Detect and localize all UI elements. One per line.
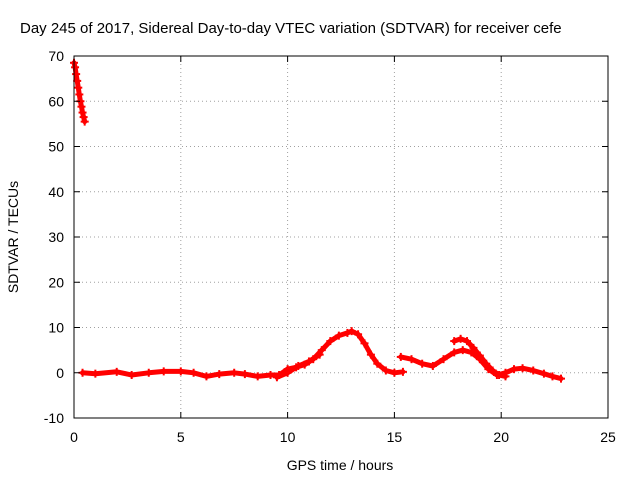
data-point xyxy=(71,63,80,72)
data-point xyxy=(144,368,153,377)
data-point xyxy=(373,359,382,368)
data-point xyxy=(396,352,405,361)
data-point xyxy=(501,372,510,381)
data-point xyxy=(215,370,224,379)
series-segment-3 xyxy=(396,346,566,383)
data-point xyxy=(360,339,369,348)
data-point xyxy=(73,76,82,85)
data-point xyxy=(407,355,416,364)
data-point xyxy=(80,117,89,126)
axes: 0 5 10 15 20 25 -10 0 10 20 30 40 50 60 70 xyxy=(44,48,616,445)
data-point xyxy=(518,364,527,373)
y-tick-label: 70 xyxy=(48,48,64,64)
plot-series xyxy=(70,58,566,383)
data-point xyxy=(127,371,136,380)
data-point xyxy=(428,361,437,370)
data-point xyxy=(456,334,465,343)
data-point xyxy=(557,374,566,383)
y-tick-label: -10 xyxy=(44,410,64,426)
data-point xyxy=(469,343,478,352)
data-point xyxy=(326,337,335,346)
x-tick-label: 10 xyxy=(280,429,296,445)
data-point xyxy=(78,108,87,117)
data-point xyxy=(253,372,262,381)
series-segment-2 xyxy=(78,327,407,381)
data-point xyxy=(75,90,84,99)
y-tick-label: 20 xyxy=(48,274,64,290)
data-point xyxy=(91,369,100,378)
data-point xyxy=(495,371,504,380)
x-axis-title: GPS time / hours xyxy=(287,457,394,473)
series-segment-1 xyxy=(70,58,89,126)
data-point xyxy=(354,330,363,339)
data-point xyxy=(77,102,86,111)
x-tick-label: 25 xyxy=(600,429,616,445)
data-point xyxy=(317,346,326,355)
data-point xyxy=(202,372,211,381)
data-point xyxy=(294,361,303,370)
data-point xyxy=(488,366,497,375)
data-point xyxy=(475,351,484,360)
grid xyxy=(74,56,608,418)
data-point xyxy=(529,366,538,375)
series-line xyxy=(80,328,406,379)
x-tick-label: 15 xyxy=(387,429,403,445)
data-point xyxy=(463,337,472,346)
y-tick-label: 40 xyxy=(48,184,64,200)
y-tick-label: 0 xyxy=(56,365,64,381)
data-point xyxy=(240,370,249,379)
series-segment-5 xyxy=(272,350,324,382)
data-point xyxy=(334,331,343,340)
data-point xyxy=(347,327,356,336)
data-point xyxy=(283,368,292,377)
data-point xyxy=(450,348,459,357)
data-point xyxy=(79,113,88,122)
data-point xyxy=(548,372,557,381)
x-tick-label: 20 xyxy=(493,429,509,445)
data-point xyxy=(381,366,390,375)
data-point xyxy=(439,355,448,364)
x-tick-label: 0 xyxy=(70,429,78,445)
y-tick-label: 10 xyxy=(48,320,64,336)
data-point xyxy=(159,367,168,376)
chart-title: Day 245 of 2017, Sidereal Day-to-day VTE… xyxy=(20,20,562,37)
y-tick-label: 50 xyxy=(48,139,64,155)
data-point xyxy=(230,368,239,377)
data-point xyxy=(343,328,352,337)
y-tick-label: 30 xyxy=(48,229,64,245)
y-tick-label: 60 xyxy=(48,93,64,109)
data-point xyxy=(482,359,491,368)
data-point xyxy=(189,368,198,377)
data-point xyxy=(539,369,548,378)
data-point xyxy=(418,359,427,368)
data-point xyxy=(266,371,275,380)
x-tick-label: 5 xyxy=(177,429,185,445)
data-point xyxy=(390,368,399,377)
data-point xyxy=(74,83,83,92)
data-point xyxy=(315,350,324,359)
data-point xyxy=(366,350,375,359)
data-point xyxy=(112,367,121,376)
data-point xyxy=(72,70,81,79)
y-axis-title: SDTVAR / TECUs xyxy=(5,181,21,293)
data-point xyxy=(304,357,313,366)
data-point xyxy=(398,367,407,376)
data-point xyxy=(176,367,185,376)
data-point xyxy=(450,337,459,346)
data-point xyxy=(510,365,519,374)
series-segment-4 xyxy=(450,334,510,381)
data-point xyxy=(272,373,281,382)
data-point xyxy=(458,346,467,355)
